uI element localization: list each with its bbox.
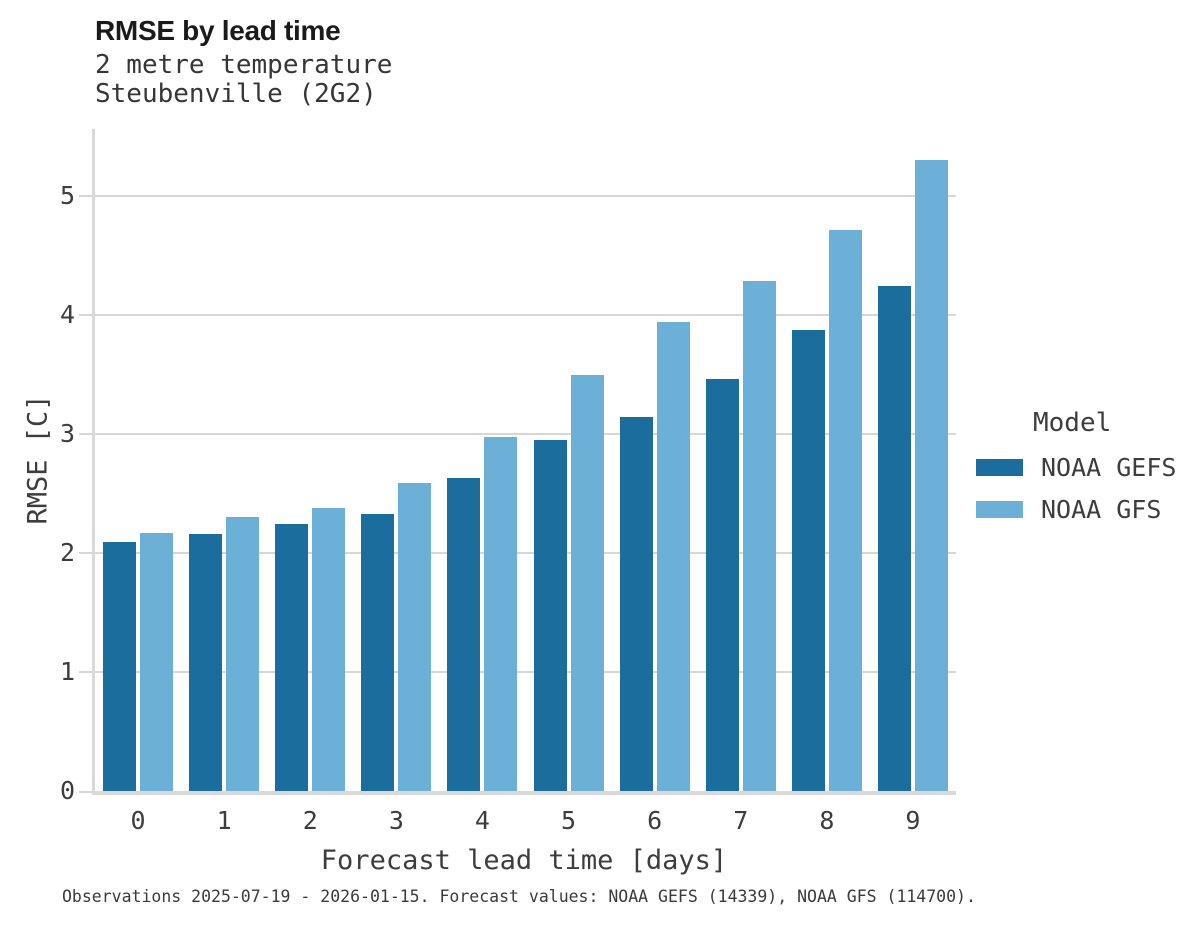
bar-noaa-gfs-lead-0	[140, 532, 174, 791]
footer-caption: Observations 2025-07-19 - 2026-01-15. Fo…	[62, 887, 976, 906]
bar-noaa-gefs-lead-5	[533, 439, 567, 791]
gridline-y-3	[95, 432, 956, 435]
gridline-y-5	[95, 194, 956, 197]
bar-noaa-gefs-lead-0	[103, 542, 137, 791]
legend-label-noaa-gefs: NOAA GEFS	[1041, 453, 1177, 482]
x-tick-label-4: 4	[474, 806, 490, 835]
legend-title: Model	[1033, 408, 1112, 438]
gridline-y-1	[95, 670, 956, 673]
gridline-y-4	[95, 313, 956, 316]
x-tick-label-3: 3	[388, 806, 404, 835]
y-tick-mark-4	[79, 313, 92, 316]
chart-subtitle-station: Steubenville (2G2)	[95, 79, 377, 109]
bar-noaa-gfs-lead-4	[484, 437, 518, 791]
plot-area	[79, 129, 956, 795]
bar-noaa-gefs-lead-3	[361, 513, 395, 791]
y-tick-label-4: 4	[59, 299, 75, 329]
x-tick-label-9: 9	[905, 806, 921, 835]
bar-noaa-gefs-lead-6	[619, 417, 653, 791]
y-tick-label-2: 2	[59, 537, 75, 567]
y-tick-label-3: 3	[59, 418, 75, 448]
legend-swatch-noaa-gefs	[976, 459, 1023, 476]
gridline-y-2	[95, 551, 956, 554]
legend-label-noaa-gfs: NOAA GFS	[1041, 495, 1162, 524]
x-tick-labels: 0 1 2 3 4 5 6 7 8 9	[95, 806, 956, 840]
x-tick-label-2: 2	[302, 806, 318, 835]
x-tick-label-8: 8	[819, 806, 835, 835]
y-tick-mark-5	[79, 194, 92, 197]
chart-title: RMSE by lead time	[95, 15, 341, 46]
x-tick-label-7: 7	[733, 806, 749, 835]
legend: Model NOAA GEFS NOAA GFS	[976, 408, 1176, 524]
y-tick-label-0: 0	[59, 776, 75, 805]
bar-noaa-gefs-lead-8	[791, 330, 825, 791]
y-tick-label-1: 1	[59, 656, 75, 686]
x-tick-label-1: 1	[216, 806, 232, 835]
bar-noaa-gefs-lead-2	[275, 524, 309, 791]
y-tick-mark-2	[79, 551, 92, 554]
bar-noaa-gefs-lead-4	[447, 477, 481, 791]
bar-noaa-gfs-lead-1	[226, 517, 260, 791]
y-tick-labels: 0 1 2 3 4 5	[20, 129, 75, 805]
bar-noaa-gfs-lead-2	[312, 507, 346, 791]
bar-noaa-gfs-lead-9	[914, 159, 948, 791]
y-tick-mark-0	[79, 791, 92, 793]
bar-noaa-gfs-lead-3	[398, 482, 432, 791]
x-tick-label-6: 6	[647, 806, 663, 835]
bar-noaa-gefs-lead-1	[189, 533, 223, 791]
bar-noaa-gefs-lead-7	[705, 379, 739, 791]
legend-swatch-noaa-gfs	[976, 501, 1023, 518]
legend-item-noaa-gefs: NOAA GEFS	[976, 453, 1176, 482]
x-axis-title: Forecast lead time [days]	[320, 845, 728, 876]
bar-noaa-gfs-lead-5	[570, 375, 604, 791]
y-tick-mark-1	[79, 670, 92, 673]
chart-subtitle-variable: 2 metre temperature	[95, 50, 393, 80]
y-tick-label-5: 5	[59, 180, 75, 210]
y-tick-mark-3	[79, 432, 92, 435]
bar-noaa-gefs-lead-9	[877, 286, 911, 791]
legend-item-noaa-gfs: NOAA GFS	[976, 495, 1176, 524]
x-tick-label-0: 0	[130, 806, 146, 835]
x-tick-label-5: 5	[561, 806, 577, 835]
bar-noaa-gfs-lead-6	[656, 321, 690, 791]
bar-noaa-gfs-lead-8	[828, 230, 862, 791]
bar-noaa-gfs-lead-7	[742, 281, 776, 791]
